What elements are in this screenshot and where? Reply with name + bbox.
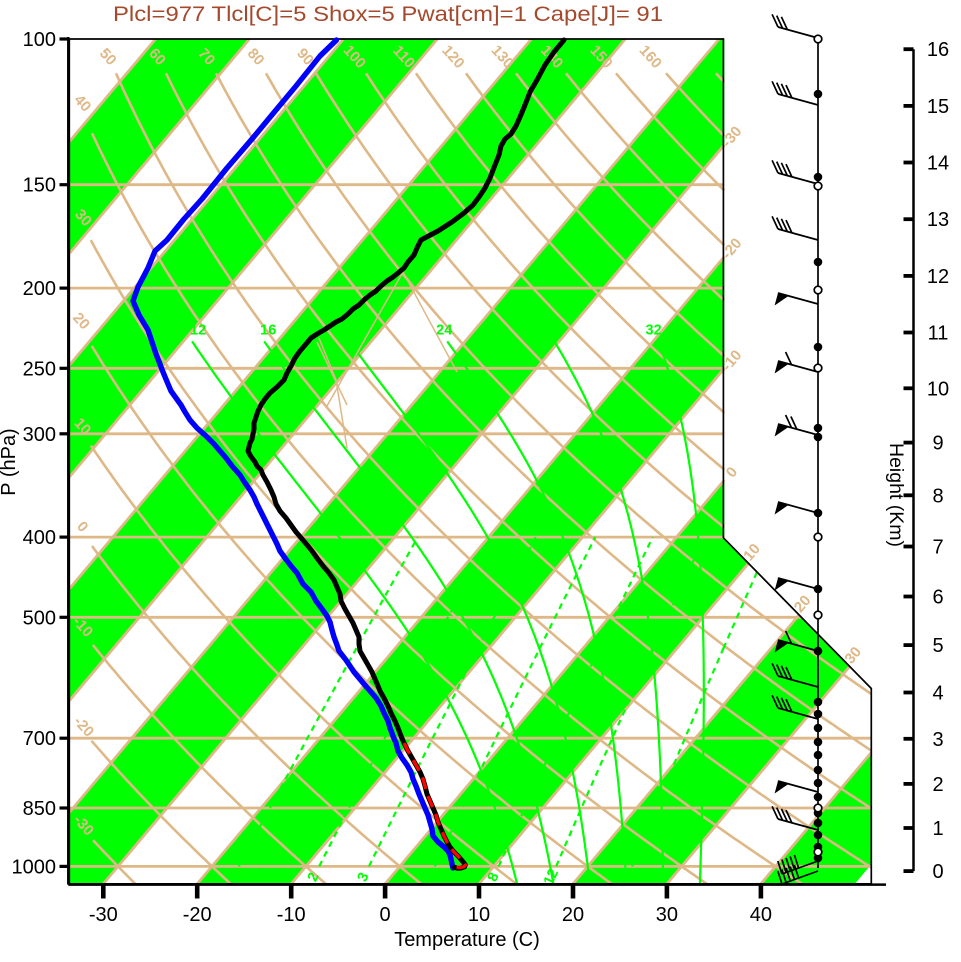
svg-text:4: 4 xyxy=(932,683,943,705)
svg-text:0: 0 xyxy=(932,861,943,883)
svg-text:Temperature (C): Temperature (C) xyxy=(394,929,540,951)
svg-text:Height (Km): Height (Km) xyxy=(885,443,907,547)
svg-text:16: 16 xyxy=(927,39,949,61)
svg-text:500: 500 xyxy=(23,607,56,629)
svg-text:200: 200 xyxy=(23,278,56,300)
svg-text:10: 10 xyxy=(468,904,490,926)
svg-text:32: 32 xyxy=(646,322,662,338)
svg-text:14: 14 xyxy=(927,153,949,175)
svg-text:8: 8 xyxy=(932,485,943,507)
svg-text:20: 20 xyxy=(617,867,638,888)
svg-text:15: 15 xyxy=(927,96,949,118)
svg-text:250: 250 xyxy=(23,358,56,380)
svg-text:13: 13 xyxy=(927,209,949,231)
svg-text:Plcl=977 Tlcl[C]=5 Shox=5 Pwat: Plcl=977 Tlcl[C]=5 Shox=5 Pwat[cm]=1 Cap… xyxy=(113,3,663,26)
svg-text:-30: -30 xyxy=(89,904,118,926)
svg-text:12: 12 xyxy=(927,266,949,288)
svg-text:-10: -10 xyxy=(277,904,306,926)
svg-text:40: 40 xyxy=(750,904,772,926)
svg-text:10: 10 xyxy=(927,378,949,400)
svg-text:400: 400 xyxy=(23,527,56,549)
svg-text:300: 300 xyxy=(23,424,56,446)
svg-text:6: 6 xyxy=(932,587,943,609)
svg-text:0: 0 xyxy=(380,904,391,926)
svg-text:700: 700 xyxy=(23,728,56,750)
svg-text:16: 16 xyxy=(260,322,276,338)
svg-text:3: 3 xyxy=(932,729,943,751)
svg-text:2: 2 xyxy=(932,774,943,796)
svg-text:5: 5 xyxy=(932,635,943,657)
svg-text:12: 12 xyxy=(190,322,206,338)
svg-text:850: 850 xyxy=(23,798,56,820)
svg-text:11: 11 xyxy=(928,323,949,345)
svg-text:12: 12 xyxy=(541,867,562,888)
svg-text:-20: -20 xyxy=(183,904,212,926)
svg-text:9: 9 xyxy=(932,433,943,455)
svg-text:150: 150 xyxy=(23,175,56,197)
svg-text:20: 20 xyxy=(562,904,584,926)
svg-text:100: 100 xyxy=(23,29,56,51)
svg-text:30: 30 xyxy=(656,904,678,926)
svg-text:7: 7 xyxy=(932,537,943,559)
svg-text:1000: 1000 xyxy=(12,856,57,878)
svg-text:P (hPa): P (hPa) xyxy=(0,428,20,495)
svg-text:1: 1 xyxy=(932,818,943,840)
svg-text:24: 24 xyxy=(436,322,452,338)
